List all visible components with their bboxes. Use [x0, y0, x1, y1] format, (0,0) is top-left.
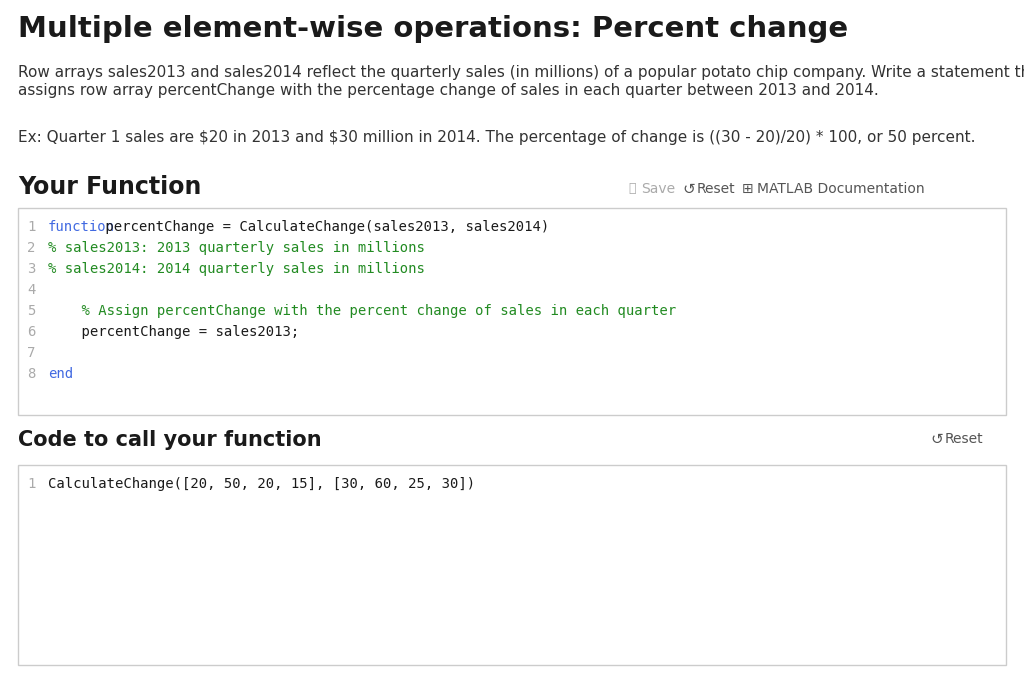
Text: % Assign percentChange with the percent change of sales in each quarter: % Assign percentChange with the percent … [48, 304, 676, 318]
Text: Reset: Reset [945, 432, 984, 446]
Text: 2: 2 [27, 241, 36, 255]
Text: percentChange = CalculateChange(sales2013, sales2014): percentChange = CalculateChange(sales201… [97, 220, 549, 234]
Text: Multiple element-wise operations: Percent change: Multiple element-wise operations: Percen… [18, 15, 848, 43]
Text: percentChange = sales2013;: percentChange = sales2013; [48, 325, 299, 339]
Text: 6: 6 [27, 325, 36, 339]
Text: 4: 4 [27, 283, 36, 297]
Text: 8: 8 [27, 367, 36, 381]
Text: Your Function: Your Function [18, 175, 202, 199]
Text: function: function [48, 220, 115, 234]
Text: Save: Save [641, 182, 675, 196]
Text: 1: 1 [27, 220, 36, 234]
Text: 7: 7 [27, 346, 36, 360]
Text: Ex: Quarter 1 sales are \$20 in 2013 and \$30 million in 2014. The percentage of: Ex: Quarter 1 sales are \$20 in 2013 and… [18, 130, 976, 145]
Text: 3: 3 [27, 262, 36, 276]
Text: ⊞: ⊞ [742, 182, 754, 196]
Text: Reset: Reset [697, 182, 735, 196]
Text: MATLAB Documentation: MATLAB Documentation [757, 182, 925, 196]
Text: assigns row array percentChange with the percentage change of sales in each quar: assigns row array percentChange with the… [18, 83, 879, 98]
Text: % sales2013: 2013 quarterly sales in millions: % sales2013: 2013 quarterly sales in mil… [48, 241, 425, 255]
Text: ↺: ↺ [682, 182, 694, 197]
Text: 1: 1 [27, 477, 36, 491]
Text: 5: 5 [27, 304, 36, 318]
FancyBboxPatch shape [18, 208, 1006, 415]
Text: CalculateChange([20, 50, 20, 15], [30, 60, 25, 30]): CalculateChange([20, 50, 20, 15], [30, 6… [48, 477, 475, 491]
Text: ↺: ↺ [930, 432, 943, 447]
Text: Row arrays sales2013 and sales2014 reflect the quarterly sales (in millions) of : Row arrays sales2013 and sales2014 refle… [18, 65, 1024, 80]
Text: end: end [48, 367, 73, 381]
Text: ⎗: ⎗ [628, 182, 636, 195]
Text: Code to call your function: Code to call your function [18, 430, 322, 450]
FancyBboxPatch shape [18, 465, 1006, 665]
Text: % sales2014: 2014 quarterly sales in millions: % sales2014: 2014 quarterly sales in mil… [48, 262, 425, 276]
